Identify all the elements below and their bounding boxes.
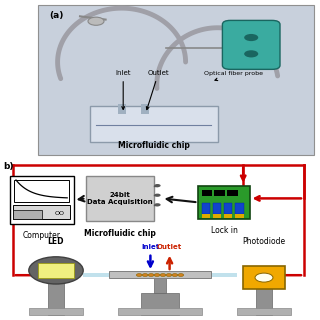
- Bar: [141, 104, 149, 114]
- FancyBboxPatch shape: [222, 20, 280, 69]
- Bar: [109, 271, 211, 278]
- Circle shape: [154, 194, 161, 197]
- Bar: [202, 214, 210, 218]
- Circle shape: [142, 274, 148, 276]
- Bar: [14, 180, 69, 202]
- Text: Outlet: Outlet: [157, 244, 182, 250]
- Circle shape: [166, 274, 172, 276]
- Bar: [38, 5, 314, 155]
- Text: 24bit
Data Acquisition: 24bit Data Acquisition: [87, 192, 153, 205]
- Bar: [198, 186, 250, 219]
- Bar: [202, 203, 210, 214]
- Circle shape: [88, 17, 104, 25]
- Bar: [90, 106, 218, 142]
- Circle shape: [148, 274, 154, 276]
- Bar: [214, 189, 225, 196]
- Text: OO: OO: [54, 211, 65, 216]
- Bar: [235, 203, 244, 214]
- Bar: [118, 104, 126, 114]
- Circle shape: [29, 257, 83, 284]
- Text: Optical fiber probe: Optical fiber probe: [204, 71, 263, 81]
- Bar: [213, 203, 221, 214]
- Bar: [10, 176, 74, 224]
- Bar: [202, 189, 212, 196]
- Circle shape: [160, 274, 166, 276]
- Bar: [237, 308, 291, 315]
- Circle shape: [178, 274, 184, 276]
- Text: Inlet: Inlet: [116, 70, 131, 109]
- Text: Inlet: Inlet: [141, 244, 160, 250]
- Text: Microfluidic chip: Microfluidic chip: [118, 141, 189, 150]
- Circle shape: [244, 34, 258, 41]
- Circle shape: [136, 274, 142, 276]
- Bar: [227, 189, 238, 196]
- Bar: [243, 266, 285, 289]
- Circle shape: [154, 184, 161, 187]
- Text: Outlet: Outlet: [146, 70, 169, 109]
- Bar: [48, 280, 64, 315]
- Bar: [213, 214, 221, 218]
- Bar: [256, 280, 272, 315]
- Text: LED: LED: [48, 237, 64, 246]
- Circle shape: [154, 274, 160, 276]
- Bar: [224, 214, 232, 218]
- Text: Photodiode: Photodiode: [243, 237, 285, 246]
- Bar: [235, 214, 244, 218]
- Text: Lock in: Lock in: [211, 227, 237, 236]
- Circle shape: [244, 50, 258, 58]
- Text: Computer: Computer: [23, 231, 60, 240]
- Bar: [83, 273, 237, 277]
- Bar: [154, 277, 166, 293]
- Text: Microfluidic chip: Microfluidic chip: [84, 229, 156, 238]
- Text: (a): (a): [50, 12, 64, 20]
- Bar: [224, 203, 232, 214]
- Circle shape: [255, 273, 273, 282]
- Text: b): b): [3, 162, 14, 171]
- Bar: [118, 308, 202, 315]
- Bar: [13, 205, 70, 219]
- Bar: [86, 176, 154, 221]
- Bar: [38, 263, 74, 277]
- Circle shape: [172, 274, 178, 276]
- Bar: [141, 293, 179, 315]
- Circle shape: [154, 203, 161, 206]
- Bar: [29, 308, 83, 315]
- Bar: [13, 211, 42, 219]
